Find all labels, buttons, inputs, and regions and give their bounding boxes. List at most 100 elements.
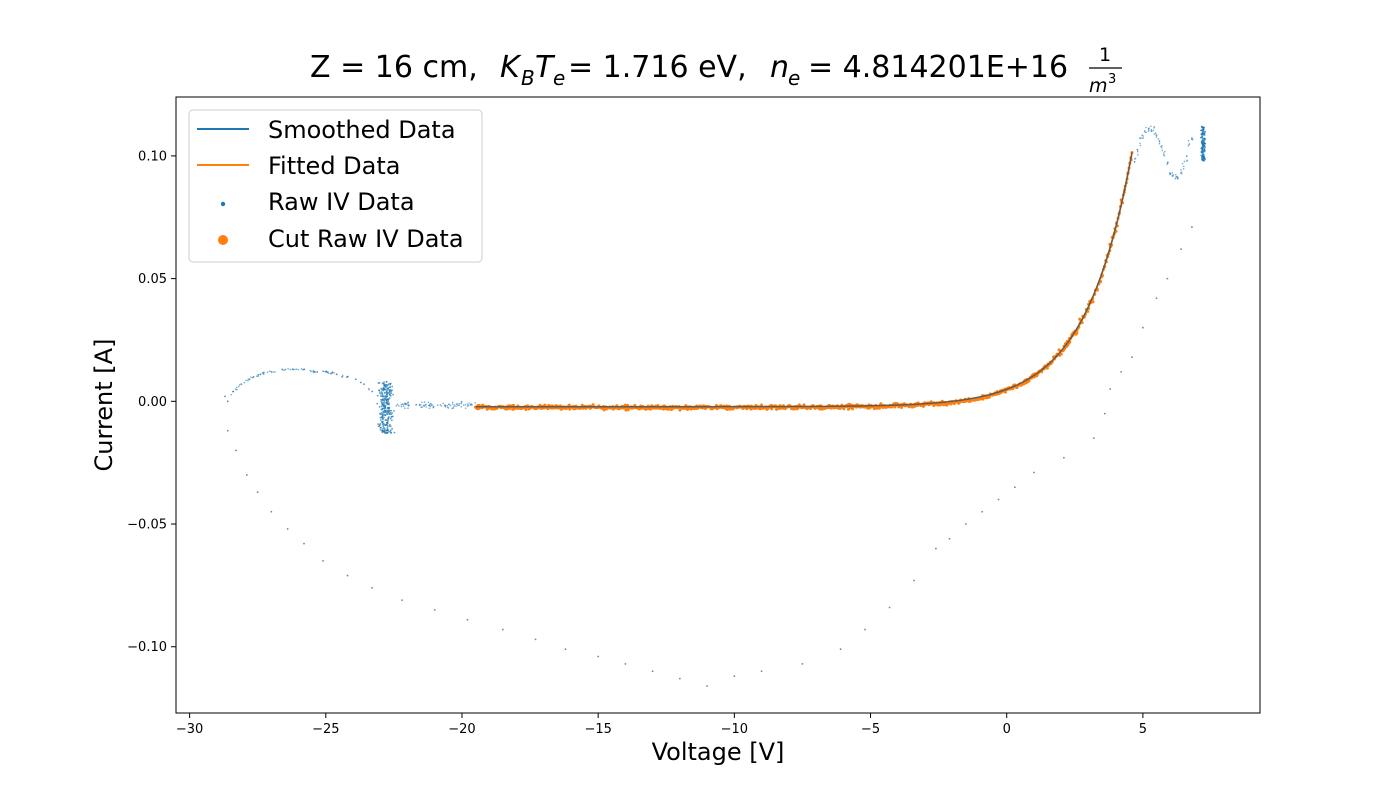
- raw-point: [239, 384, 241, 386]
- raw-point: [1093, 437, 1095, 439]
- raw-point: [1181, 171, 1183, 173]
- raw-point: [565, 648, 567, 650]
- raw-point: [384, 414, 386, 416]
- raw-point: [1161, 147, 1163, 149]
- raw-point: [250, 376, 252, 378]
- raw-point: [1063, 457, 1065, 459]
- raw-point: [379, 391, 381, 393]
- raw-point: [465, 404, 467, 406]
- raw-point: [1201, 140, 1203, 142]
- raw-point: [1163, 152, 1165, 154]
- raw-point: [679, 678, 681, 680]
- raw-point: [1181, 173, 1183, 175]
- raw-point: [347, 376, 349, 378]
- raw-point: [380, 417, 382, 419]
- raw-point: [380, 429, 382, 431]
- raw-point: [263, 371, 265, 373]
- x-tick-label: −10: [721, 722, 748, 737]
- raw-point: [1180, 248, 1182, 250]
- raw-point: [390, 430, 392, 432]
- x-tick-label: −5: [861, 722, 880, 737]
- raw-point: [232, 391, 234, 393]
- raw-point: [406, 403, 408, 405]
- raw-point: [296, 368, 298, 370]
- raw-point: [1202, 127, 1204, 129]
- raw-point: [402, 403, 404, 405]
- smoothed-line: [476, 152, 1132, 406]
- x-tick-label: −25: [312, 722, 339, 737]
- raw-point: [382, 418, 384, 420]
- raw-point: [270, 511, 272, 513]
- raw-point: [287, 528, 289, 530]
- raw-point: [1164, 151, 1166, 153]
- raw-point: [460, 403, 462, 405]
- raw-point: [380, 388, 382, 390]
- raw-point: [392, 415, 394, 417]
- raw-point: [1167, 161, 1169, 163]
- raw-point: [289, 369, 291, 371]
- raw-point: [463, 404, 465, 406]
- raw-point: [386, 427, 388, 429]
- raw-point: [1188, 140, 1190, 142]
- raw-point: [238, 386, 240, 388]
- raw-point: [260, 373, 262, 375]
- raw-point: [1204, 131, 1206, 133]
- raw-point: [1203, 158, 1205, 160]
- raw-point: [425, 404, 427, 406]
- raw-point: [403, 405, 405, 407]
- title-kb: K: [500, 50, 522, 85]
- raw-point: [1184, 161, 1186, 163]
- raw-point: [864, 629, 866, 631]
- raw-point: [1203, 151, 1205, 153]
- raw-point: [253, 376, 255, 378]
- raw-point: [535, 638, 537, 640]
- raw-point: [322, 371, 324, 373]
- y-tick-label: −0.10: [127, 640, 167, 655]
- raw-point: [244, 382, 246, 384]
- raw-point: [1159, 140, 1161, 142]
- raw-point: [390, 418, 392, 420]
- raw-point: [454, 404, 456, 406]
- raw-point: [1183, 168, 1185, 170]
- raw-point: [1109, 388, 1111, 390]
- legend-swatch-cut-raw: [218, 235, 228, 245]
- raw-point: [387, 418, 389, 420]
- raw-point: [1150, 129, 1152, 131]
- raw-point: [377, 423, 379, 425]
- raw-point: [424, 401, 426, 403]
- raw-point: [381, 409, 383, 411]
- raw-point: [448, 407, 450, 409]
- raw-point: [428, 401, 430, 403]
- title-unit-num: 1: [1099, 44, 1111, 66]
- raw-point: [384, 392, 386, 394]
- y-tick-label: 0.00: [138, 395, 167, 410]
- raw-point: [404, 407, 406, 409]
- raw-point: [383, 381, 385, 383]
- raw-point: [389, 412, 391, 414]
- raw-point: [889, 607, 891, 609]
- raw-point: [347, 575, 349, 577]
- raw-point: [597, 656, 599, 658]
- raw-point: [429, 407, 431, 409]
- raw-point: [1153, 127, 1155, 129]
- raw-point: [1162, 150, 1164, 152]
- raw-point: [407, 401, 409, 403]
- raw-point: [382, 396, 384, 398]
- raw-point: [388, 392, 390, 394]
- raw-point: [240, 383, 242, 385]
- raw-point: [388, 390, 390, 392]
- raw-point: [1135, 158, 1137, 160]
- raw-point: [1145, 132, 1147, 134]
- x-tick-label: −20: [448, 722, 475, 737]
- raw-point: [379, 425, 381, 427]
- raw-point: [1141, 137, 1143, 139]
- raw-point: [382, 407, 384, 409]
- raw-point: [448, 404, 450, 406]
- raw-point: [1142, 135, 1144, 137]
- raw-point: [1188, 145, 1190, 147]
- raw-point: [428, 405, 430, 407]
- raw-point: [1033, 472, 1035, 474]
- raw-point: [420, 406, 422, 408]
- legend-label-fitted: Fitted Data: [268, 152, 400, 180]
- raw-point: [468, 405, 470, 407]
